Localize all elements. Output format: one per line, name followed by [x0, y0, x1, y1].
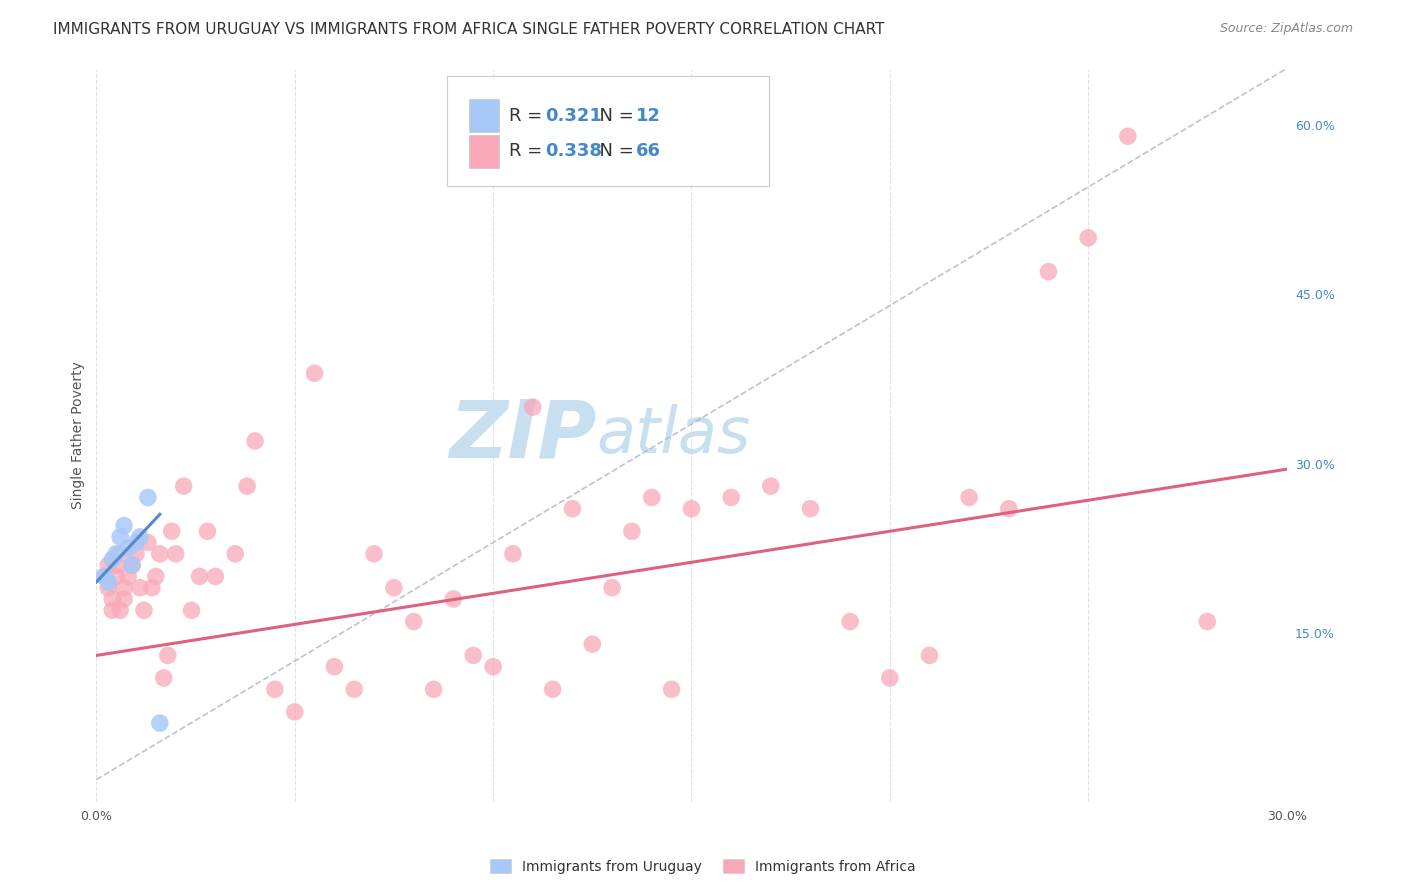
Point — [463, 648, 485, 663]
Point — [264, 682, 287, 697]
Point — [363, 547, 385, 561]
Point — [581, 637, 603, 651]
Point — [236, 479, 259, 493]
Text: 0.338: 0.338 — [546, 142, 602, 160]
FancyBboxPatch shape — [447, 76, 769, 186]
Text: N =: N = — [588, 107, 640, 125]
Point — [149, 716, 172, 731]
Point — [502, 547, 524, 561]
Point — [620, 524, 643, 539]
Point — [145, 569, 167, 583]
Point — [121, 558, 143, 573]
Point — [105, 547, 128, 561]
Point — [108, 530, 131, 544]
Point — [1038, 265, 1060, 279]
Point — [382, 581, 405, 595]
Text: 66: 66 — [636, 142, 661, 160]
Point — [224, 547, 246, 561]
Text: atlas: atlas — [596, 404, 751, 467]
Point — [97, 575, 120, 590]
Point — [188, 569, 211, 583]
Point — [101, 592, 124, 607]
Point — [97, 581, 120, 595]
Point — [125, 535, 148, 549]
Point — [561, 501, 583, 516]
Point — [482, 659, 505, 673]
Text: 12: 12 — [636, 107, 661, 125]
FancyBboxPatch shape — [468, 135, 499, 168]
Point — [720, 491, 742, 505]
Point — [641, 491, 664, 505]
Text: R =: R = — [509, 107, 548, 125]
Point — [156, 648, 179, 663]
FancyBboxPatch shape — [468, 99, 499, 132]
Text: R =: R = — [509, 142, 548, 160]
Point — [93, 569, 115, 583]
Point — [422, 682, 444, 697]
Point — [129, 530, 152, 544]
Point — [121, 558, 143, 573]
Point — [799, 501, 821, 516]
Point — [441, 592, 464, 607]
Y-axis label: Single Father Poverty: Single Father Poverty — [72, 361, 86, 509]
Point — [323, 659, 346, 673]
Point — [1077, 231, 1099, 245]
Point — [681, 501, 703, 516]
Point — [117, 569, 139, 583]
Point — [125, 547, 148, 561]
Point — [1116, 129, 1139, 144]
Point — [97, 558, 120, 573]
Point — [117, 541, 139, 556]
Point — [918, 648, 941, 663]
Point — [129, 581, 152, 595]
Point — [759, 479, 782, 493]
Point — [149, 547, 172, 561]
Point — [112, 518, 135, 533]
Point — [101, 552, 124, 566]
Point — [101, 603, 124, 617]
Point — [160, 524, 183, 539]
Point — [105, 558, 128, 573]
Legend: Immigrants from Uruguay, Immigrants from Africa: Immigrants from Uruguay, Immigrants from… — [484, 852, 922, 880]
Point — [600, 581, 623, 595]
Point — [112, 581, 135, 595]
Point — [879, 671, 901, 685]
Point — [204, 569, 226, 583]
Point — [173, 479, 195, 493]
Text: Source: ZipAtlas.com: Source: ZipAtlas.com — [1219, 22, 1353, 36]
Point — [136, 491, 159, 505]
Point — [197, 524, 219, 539]
Point — [165, 547, 187, 561]
Point — [1197, 615, 1219, 629]
Point — [402, 615, 425, 629]
Point — [93, 569, 115, 583]
Text: 0.321: 0.321 — [546, 107, 602, 125]
Point — [105, 569, 128, 583]
Point — [152, 671, 174, 685]
Text: N =: N = — [588, 142, 640, 160]
Point — [108, 603, 131, 617]
Point — [998, 501, 1021, 516]
Text: IMMIGRANTS FROM URUGUAY VS IMMIGRANTS FROM AFRICA SINGLE FATHER POVERTY CORRELAT: IMMIGRANTS FROM URUGUAY VS IMMIGRANTS FR… — [53, 22, 884, 37]
Point — [839, 615, 862, 629]
Text: ZIP: ZIP — [449, 396, 596, 475]
Point — [957, 491, 980, 505]
Point — [661, 682, 683, 697]
Point — [541, 682, 564, 697]
Point — [141, 581, 163, 595]
Point — [522, 400, 544, 414]
Point — [180, 603, 202, 617]
Point — [284, 705, 307, 719]
Point — [304, 366, 326, 380]
Point — [132, 603, 155, 617]
Point — [108, 547, 131, 561]
Point — [136, 535, 159, 549]
Point — [243, 434, 266, 448]
Point — [343, 682, 366, 697]
Point — [112, 592, 135, 607]
